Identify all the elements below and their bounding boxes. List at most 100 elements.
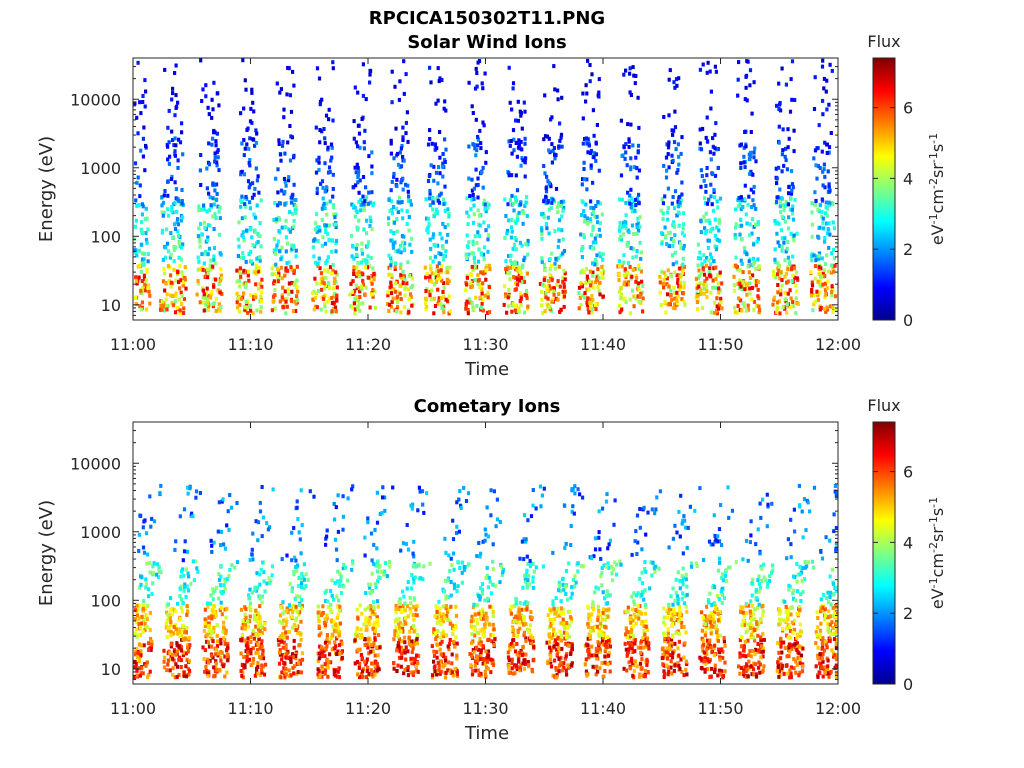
heatmap-cell (701, 126, 705, 131)
heatmap-cell (521, 158, 525, 163)
heatmap-cell (199, 222, 203, 226)
heatmap-cell (466, 311, 470, 316)
heatmap-cell (632, 73, 636, 78)
heatmap-cell (705, 289, 709, 294)
heatmap-cell (633, 81, 637, 86)
heatmap-cell (174, 196, 178, 201)
heatmap-cell (446, 232, 450, 237)
heatmap-cell (366, 516, 370, 521)
heatmap-cell (322, 201, 326, 206)
heatmap-cell (462, 565, 466, 569)
heatmap-cell (483, 669, 487, 674)
heatmap-cell (636, 283, 640, 288)
heatmap-cell (353, 214, 357, 219)
heatmap-cell (360, 286, 364, 291)
heatmap-cell (133, 616, 137, 621)
heatmap-cell (580, 284, 585, 289)
heatmap-cell (662, 115, 666, 119)
heatmap-cell (252, 109, 256, 114)
heatmap-cell (316, 604, 320, 609)
heatmap-cell (206, 105, 210, 110)
heatmap-cell (321, 276, 325, 281)
heatmap-cell (591, 285, 595, 290)
heatmap-cell (139, 652, 143, 657)
heatmap-cell (358, 295, 362, 299)
heatmap-cell (478, 285, 482, 290)
heatmap-cell (627, 230, 631, 235)
heatmap-cell (556, 88, 560, 93)
heatmap-cell (479, 270, 483, 275)
heatmap-cell (504, 266, 508, 271)
heatmap-cell (162, 659, 166, 664)
heatmap-cell (368, 305, 372, 310)
heatmap-cell (745, 98, 749, 103)
heatmap-cell (586, 137, 590, 142)
heatmap-cell (134, 278, 138, 283)
heatmap-cell (215, 163, 219, 168)
heatmap-cell (284, 225, 288, 230)
heatmap-cell (744, 85, 748, 90)
heatmap-cell (370, 274, 374, 279)
heatmap-cell (473, 625, 477, 629)
heatmap-cell (510, 229, 514, 234)
heatmap-cell (174, 278, 178, 283)
heatmap-cell (192, 578, 196, 583)
heatmap-cell (278, 613, 283, 618)
heatmap-cell (146, 587, 151, 592)
heatmap-cell (757, 310, 761, 315)
heatmap-cell (780, 236, 784, 241)
heatmap-cell (467, 214, 471, 219)
heatmap-cell (477, 213, 482, 218)
heatmap-cell (719, 300, 723, 305)
heatmap-cell (260, 284, 264, 289)
heatmap-cell (520, 126, 524, 131)
heatmap-cell (551, 197, 555, 202)
heatmap-cell (337, 675, 341, 680)
heatmap-cell (459, 503, 463, 508)
heatmap-cell (304, 584, 308, 589)
heatmap-cell (207, 621, 211, 626)
heatmap-cell (660, 241, 664, 246)
heatmap-cell (387, 197, 391, 202)
heatmap-cell (481, 271, 485, 276)
heatmap-cell (557, 201, 561, 206)
heatmap-cell (470, 279, 474, 283)
heatmap-cell (441, 612, 445, 617)
heatmap-cell (244, 228, 249, 233)
heatmap-cell (300, 572, 304, 576)
heatmap-cell (405, 667, 409, 672)
heatmap-cell (775, 220, 779, 225)
heatmap-cell (183, 584, 187, 589)
heatmap-cell (166, 125, 170, 130)
heatmap-cell (314, 221, 318, 226)
heatmap-cell (821, 58, 825, 63)
heatmap-cell (352, 268, 356, 273)
heatmap-cell (517, 138, 521, 143)
heatmap-cell (577, 291, 581, 295)
heatmap-cell (275, 243, 279, 248)
heatmap-cell (392, 231, 396, 235)
heatmap-cell (444, 658, 448, 663)
heatmap-cell (259, 244, 263, 249)
heatmap-cell (257, 613, 261, 618)
heatmap-cell (782, 163, 786, 168)
heatmap-cell (251, 100, 255, 105)
heatmap-cell (546, 199, 550, 203)
heatmap-cell (491, 658, 495, 663)
heatmap-cell (443, 160, 447, 164)
heatmap-cell (336, 529, 340, 534)
heatmap-cell (290, 281, 294, 285)
heatmap-cell (391, 485, 395, 490)
heatmap-cell (541, 311, 545, 316)
heatmap-cell (263, 589, 267, 594)
heatmap-cell (134, 198, 138, 203)
heatmap-cell (709, 89, 713, 94)
heatmap-cell (250, 235, 254, 240)
heatmap-cell (249, 259, 253, 264)
heatmap-cell (256, 240, 260, 244)
heatmap-cell (826, 227, 830, 231)
heatmap-cell (278, 201, 282, 206)
heatmap-cell (480, 287, 484, 292)
heatmap-cell (818, 279, 822, 284)
heatmap-cell (790, 264, 794, 269)
